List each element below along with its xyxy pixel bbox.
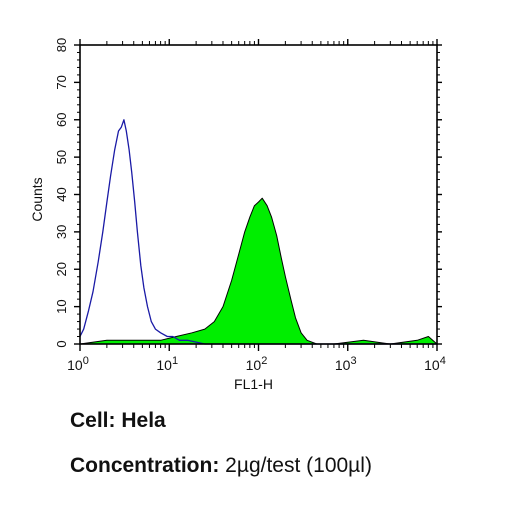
y-tick-label: 50 xyxy=(54,150,69,164)
cell-line-caption: Cell: Hela xyxy=(70,409,166,433)
y-tick-label: 60 xyxy=(54,113,69,127)
concentration-value: 2µg/test (100µl) xyxy=(225,454,372,477)
flow-cytometry-histogram: 0 10 20 30 40 50 60 70 80 100 101 102 103 104 FL1-H Cou… xyxy=(29,38,446,392)
y-tick-label: 70 xyxy=(54,75,69,89)
concentration-caption: Concentration: 2µg/test (100µl) xyxy=(70,454,372,478)
cell-value: Hela xyxy=(121,409,166,432)
y-tick-label: 20 xyxy=(54,262,69,276)
y-tick-label: 40 xyxy=(54,187,69,201)
y-axis-label: Counts xyxy=(29,177,45,221)
y-tick-label: 10 xyxy=(54,299,69,313)
x-tick-label: 104 xyxy=(424,355,446,373)
x-axis-label: FL1-H xyxy=(234,376,273,392)
y-tick-label: 80 xyxy=(54,38,69,52)
x-tick-label: 100 xyxy=(67,355,89,373)
histogram-svg: 0 10 20 30 40 50 60 70 80 100 101 102 103 104 FL1-H Cou… xyxy=(29,38,446,392)
y-tick-label: 0 xyxy=(54,340,69,347)
x-tick-label: 102 xyxy=(246,355,268,373)
x-tick-label: 103 xyxy=(335,355,357,373)
y-tick-label: 30 xyxy=(54,225,69,239)
outline-histogram-series xyxy=(79,119,437,345)
cell-label: Cell: xyxy=(70,409,116,432)
x-tick-label: 101 xyxy=(156,355,178,373)
concentration-label: Concentration: xyxy=(70,454,220,477)
filled-histogram-series xyxy=(79,197,438,345)
